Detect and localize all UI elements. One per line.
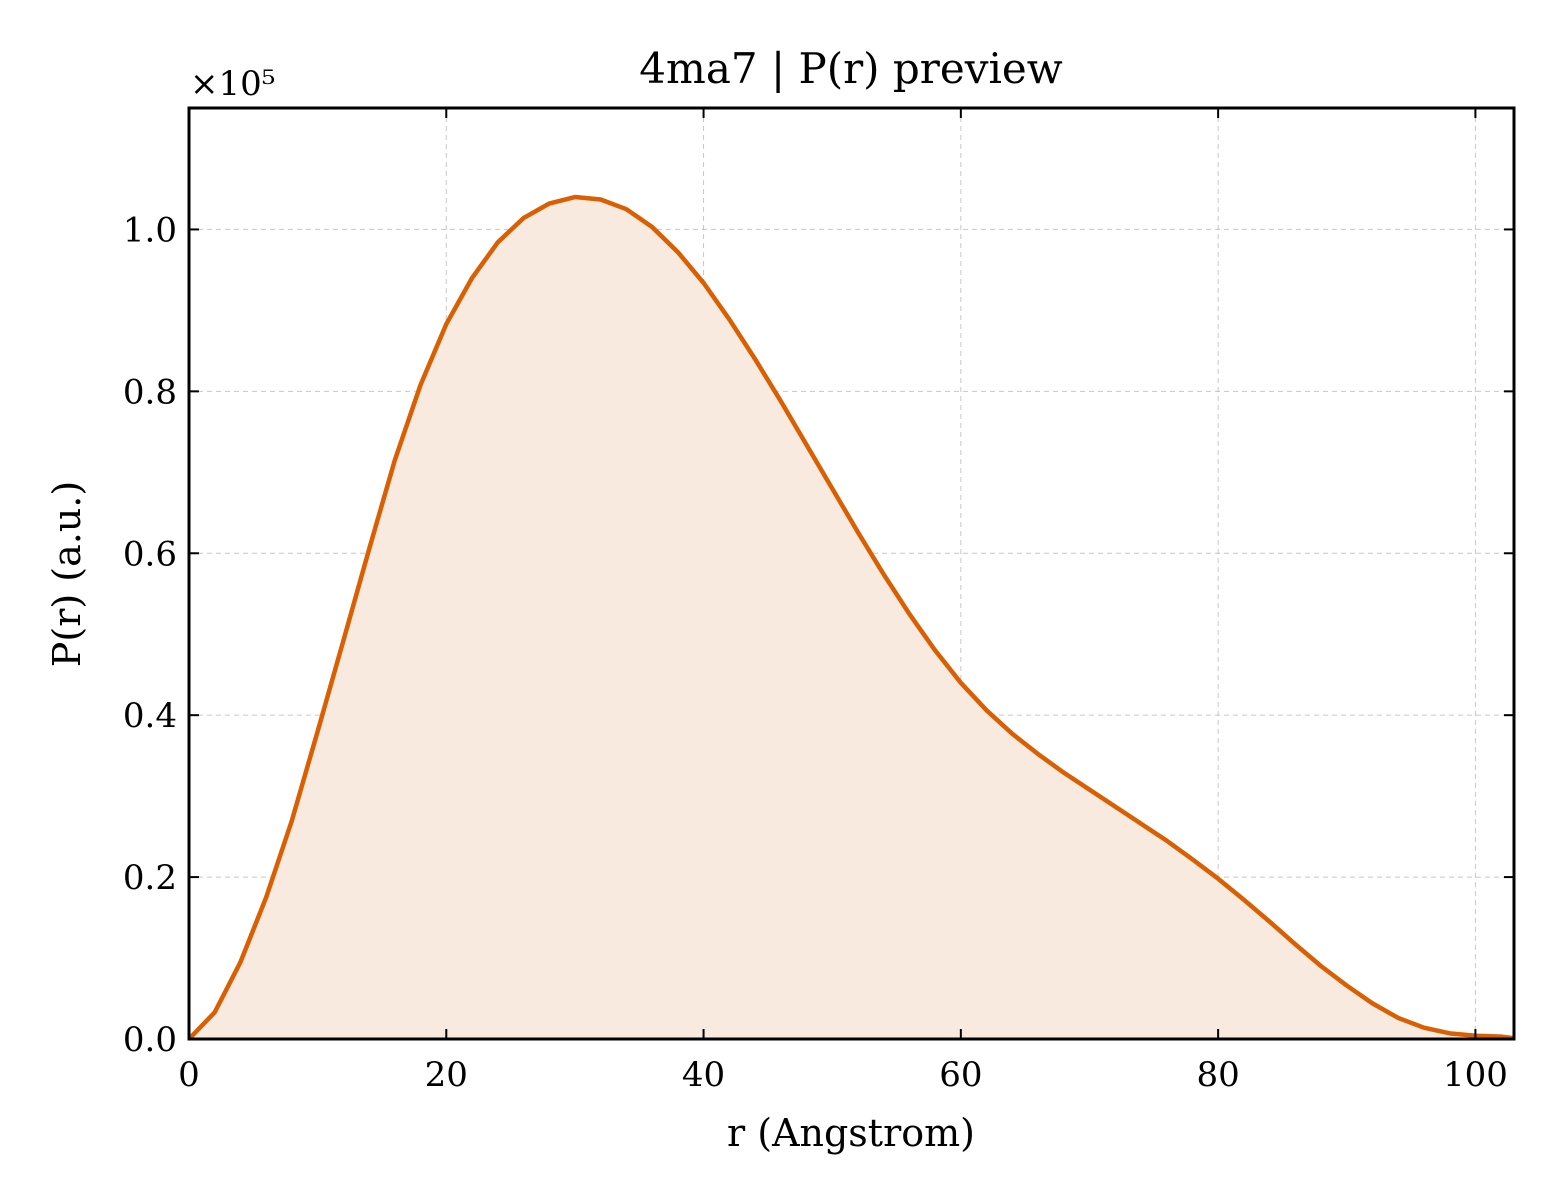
x-tick-label: 20 — [425, 1055, 468, 1095]
y-tick-label: 0.0 — [123, 1020, 177, 1060]
y-tick-label: 0.6 — [123, 534, 177, 574]
y-tick-label: 0.8 — [123, 372, 177, 412]
y-offset-text: ×10⁵ — [190, 64, 275, 104]
area-fill — [189, 197, 1514, 1040]
x-tick-label: 100 — [1443, 1055, 1508, 1095]
series-line — [187, 194, 1515, 1041]
chart-title: 4ma7 | P(r) preview — [639, 44, 1062, 93]
y-tick-label: 0.2 — [123, 858, 177, 898]
y-axis-label: P(r) (a.u.) — [45, 481, 89, 667]
x-axis-label: r (Angstrom) — [727, 1111, 975, 1155]
plot-frame — [187, 106, 1516, 1041]
x-tick-label: 80 — [1196, 1055, 1239, 1095]
y-tick-label: 0.4 — [123, 696, 177, 736]
x-tick-label: 0 — [178, 1055, 200, 1095]
x-tick-label: 40 — [682, 1055, 725, 1095]
y-tick-label: 1.0 — [123, 210, 177, 250]
ticks-layer: 0 20 40 60 80 100 0.0 0.2 0.4 0.6 0.8 1.0 — [123, 108, 1514, 1095]
x-tick-label: 60 — [939, 1055, 982, 1095]
